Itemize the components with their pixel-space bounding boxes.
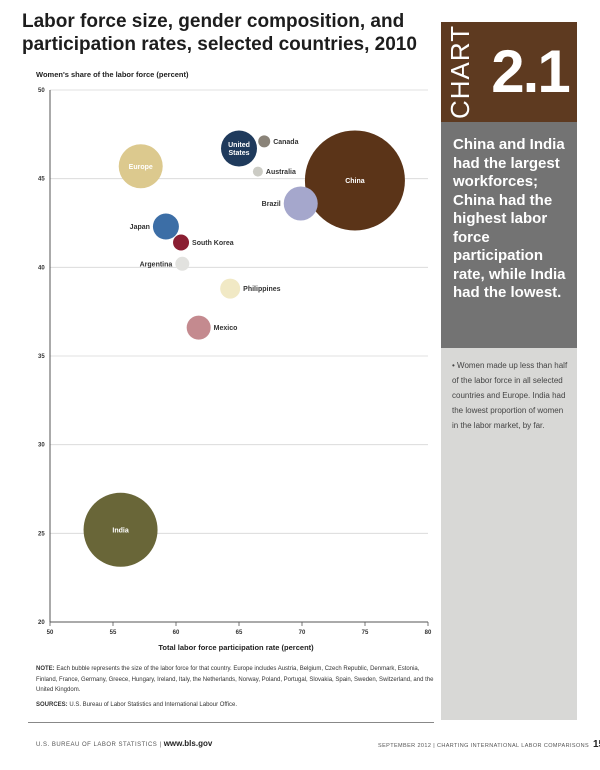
headline-box [441, 122, 577, 348]
bubble-australia [252, 166, 263, 177]
bubbles [83, 130, 405, 567]
x-tick-label: 70 [299, 630, 306, 636]
y-tick-label: 45 [38, 177, 45, 183]
footer-org: U.S. BUREAU OF LABOR STATISTICS [36, 742, 158, 748]
y-axis-label: Women's share of the labor force (percen… [36, 70, 189, 79]
footer-divider [28, 722, 434, 723]
chart-word: CHART [445, 24, 475, 119]
footer-url-link[interactable]: www.bls.gov [163, 739, 213, 748]
page-number: 15 [592, 739, 600, 750]
x-tick-label: 50 [47, 630, 54, 636]
note-text: Each bubble represents the size of the l… [36, 666, 434, 693]
y-tick-label: 20 [38, 620, 45, 626]
data-label: South Korea [192, 240, 234, 247]
y-tick-label: 30 [38, 443, 45, 449]
bubble-japan [152, 213, 179, 240]
x-tick-label: 65 [236, 630, 243, 636]
bubble-south-korea [173, 234, 190, 251]
footer-separator: | [159, 742, 162, 748]
data-label: China [345, 178, 365, 185]
y-tick-label: 35 [38, 354, 45, 360]
note-label: NOTE: [36, 666, 55, 672]
data-label: Brazil [262, 201, 281, 208]
bubble-canada [258, 135, 271, 148]
bubble-brazil [283, 186, 318, 221]
data-label: States [228, 150, 249, 157]
y-tick-label: 25 [38, 531, 45, 537]
sources: SOURCES: U.S. Bureau of Labor Statistics… [36, 702, 436, 708]
bubble-europe [118, 144, 163, 189]
data-label: Canada [273, 139, 298, 146]
bubble-philippines [220, 278, 241, 299]
note: NOTE: Each bubble represents the size of… [36, 664, 436, 696]
bullet-text: • Women made up less than half of the la… [452, 358, 568, 433]
bubble-mexico [186, 315, 211, 340]
x-tick-label: 60 [173, 630, 180, 636]
chart-number-box [441, 22, 577, 122]
chart-title: Labor force size, gender composition, an… [22, 11, 417, 55]
bullet-dot: • [452, 361, 458, 370]
footer-left: U.S. BUREAU OF LABOR STATISTICS | www.bl… [36, 739, 212, 748]
footer-publication: SEPTEMBER 2012 | CHARTING INTERNATIONAL … [378, 743, 590, 749]
bubble-china [304, 130, 405, 231]
data-label: Australia [266, 169, 296, 176]
footer-right: SEPTEMBER 2012 | CHARTING INTERNATIONAL … [378, 739, 600, 750]
y-tick-label: 50 [38, 88, 45, 94]
data-label: Japan [130, 224, 150, 231]
headline-text: China and India had the largest workforc… [453, 136, 566, 301]
bubble-india [83, 492, 158, 567]
bullet-body: Women made up less than half of the labo… [452, 361, 568, 430]
x-tick-label: 80 [425, 630, 432, 636]
sources-label: SOURCES: [36, 702, 68, 708]
bubble-united-states [221, 130, 257, 167]
x-tick-label: 55 [110, 630, 117, 636]
data-label: Argentina [140, 261, 173, 268]
data-label: Europe [129, 164, 153, 171]
bubble-argentina [175, 256, 190, 271]
data-label: Philippines [243, 286, 280, 293]
y-tick-label: 40 [38, 265, 45, 271]
x-tick-label: 75 [362, 630, 369, 636]
data-label: Mexico [214, 325, 238, 332]
data-label: United [228, 142, 250, 149]
x-axis-label: Total labor force participation rate (pe… [158, 643, 314, 652]
sources-text: U.S. Bureau of Labor Statistics and Inte… [69, 702, 237, 708]
data-label: India [112, 527, 128, 534]
chart-number: 2.1 [491, 38, 570, 105]
